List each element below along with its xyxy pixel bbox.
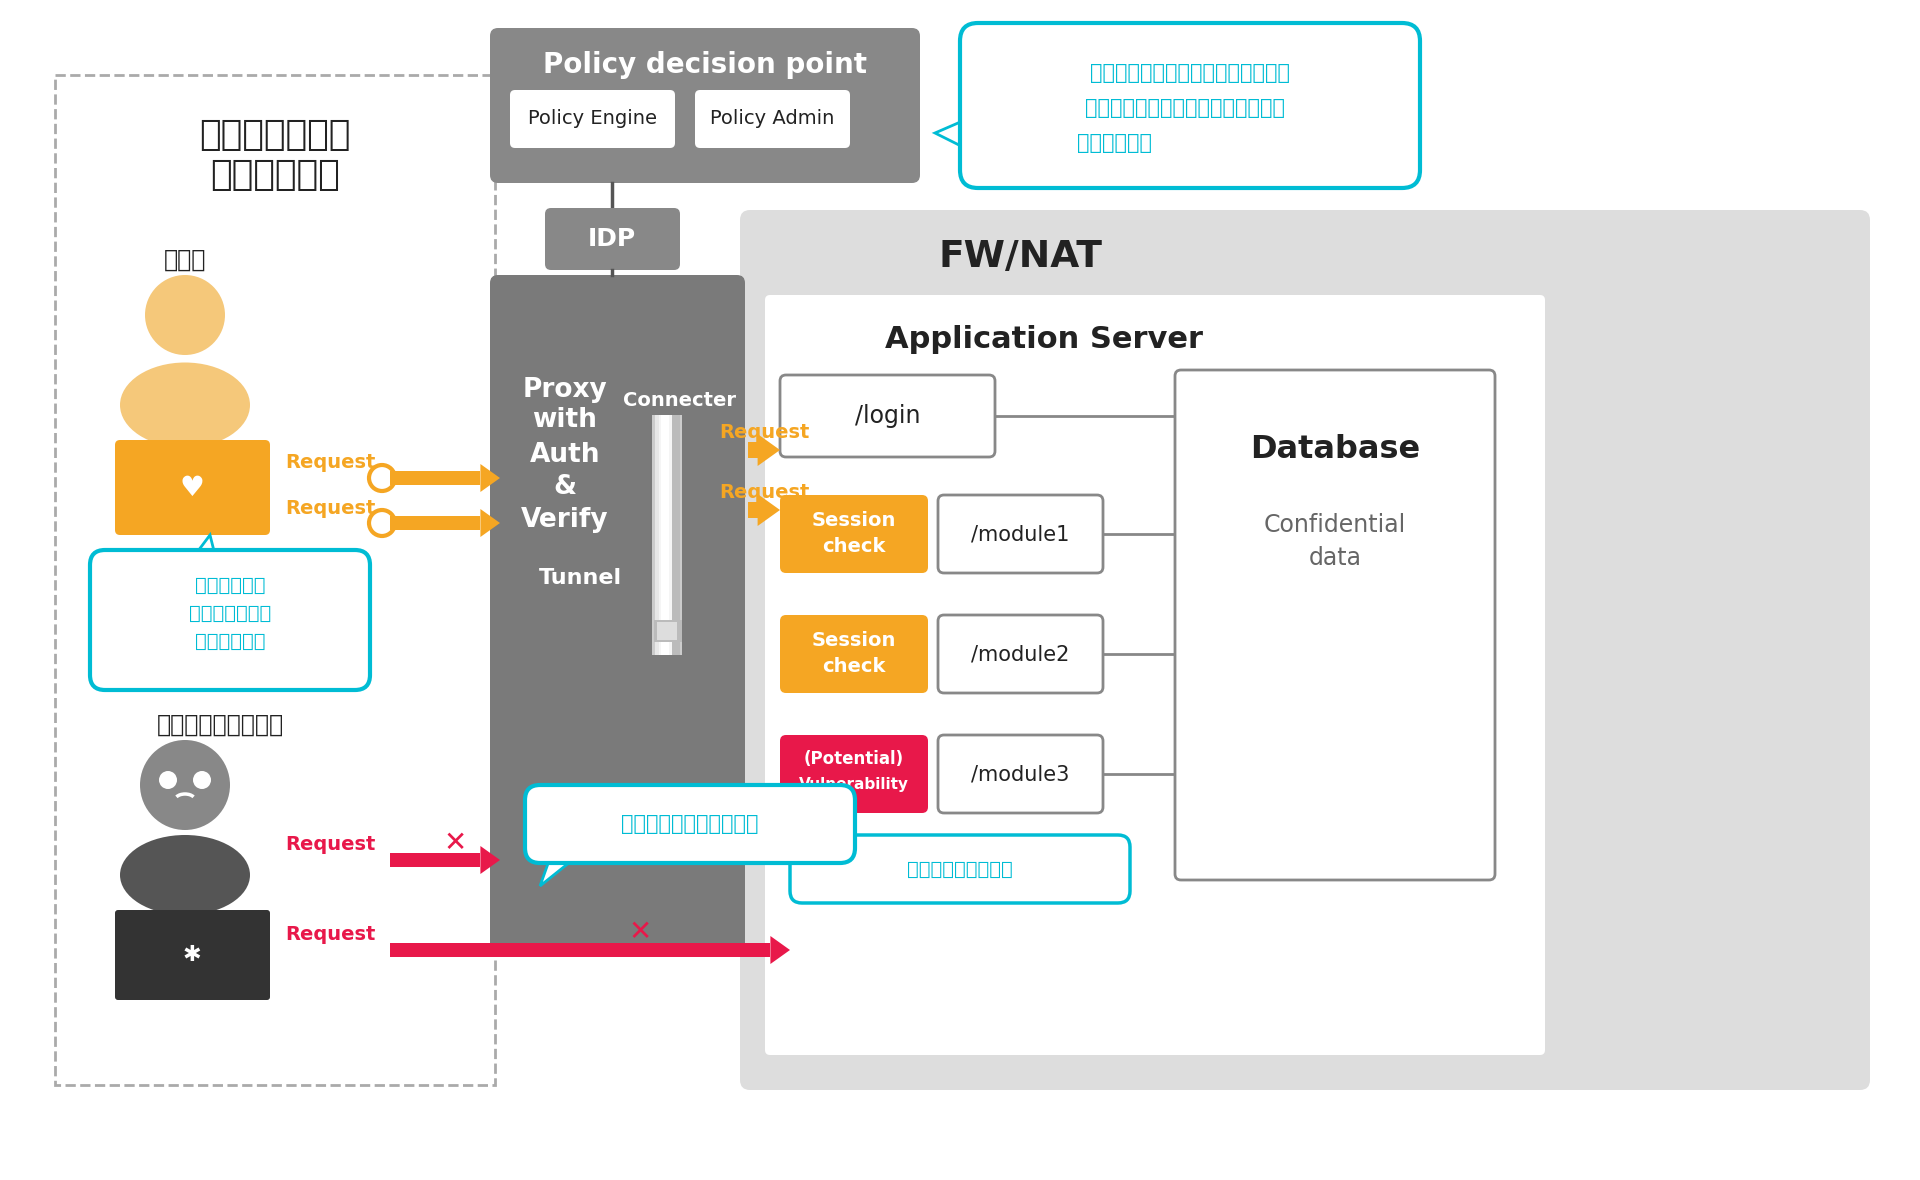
Text: Verify: Verify — [520, 507, 609, 533]
FancyBboxPatch shape — [511, 90, 676, 148]
FancyBboxPatch shape — [739, 210, 1870, 1090]
Text: Auth: Auth — [530, 442, 601, 468]
FancyBboxPatch shape — [490, 275, 745, 955]
Polygon shape — [390, 853, 480, 867]
Bar — [672, 415, 680, 655]
Text: デバイス上の: デバイス上の — [194, 576, 265, 595]
Text: Session: Session — [812, 631, 897, 650]
Ellipse shape — [119, 835, 250, 914]
Circle shape — [159, 771, 177, 789]
FancyBboxPatch shape — [960, 22, 1421, 188]
Polygon shape — [749, 442, 758, 458]
Circle shape — [140, 740, 230, 830]
Text: ネットワーク: ネットワーク — [209, 158, 340, 192]
FancyBboxPatch shape — [780, 735, 927, 813]
Text: Confidential: Confidential — [1263, 513, 1405, 537]
Polygon shape — [480, 846, 499, 874]
Polygon shape — [390, 516, 480, 530]
Text: /module2: /module2 — [972, 644, 1069, 664]
Text: check: check — [822, 538, 885, 557]
Polygon shape — [480, 509, 499, 537]
Polygon shape — [749, 502, 758, 518]
Text: Tunnel: Tunnel — [538, 568, 622, 588]
Text: Application Server: Application Server — [885, 326, 1204, 354]
Text: with: with — [532, 407, 597, 433]
Polygon shape — [196, 535, 215, 555]
Polygon shape — [770, 936, 789, 964]
Bar — [56, 76, 495, 1084]
Text: Vulnerability: Vulnerability — [799, 778, 908, 793]
FancyBboxPatch shape — [90, 550, 371, 690]
Text: Request: Request — [718, 422, 808, 441]
Text: モニタリング: モニタリング — [194, 631, 265, 650]
Text: 従業員: 従業員 — [163, 248, 205, 273]
Text: 使用されます: 使用されます — [1077, 133, 1152, 153]
Circle shape — [194, 771, 211, 789]
Text: ♥: ♥ — [180, 474, 204, 502]
FancyBboxPatch shape — [764, 295, 1546, 1055]
FancyBboxPatch shape — [490, 28, 920, 183]
Text: Request: Request — [284, 835, 376, 854]
Polygon shape — [390, 471, 480, 485]
FancyBboxPatch shape — [115, 910, 271, 999]
Text: セキュリティを: セキュリティを — [188, 603, 271, 623]
Ellipse shape — [119, 362, 250, 447]
Text: ハッカー（攻撃者）: ハッカー（攻撃者） — [156, 713, 284, 738]
FancyBboxPatch shape — [780, 494, 927, 573]
Bar — [659, 415, 676, 655]
Text: Proxy: Proxy — [522, 376, 607, 404]
Text: Policy decision point: Policy decision point — [543, 51, 868, 79]
Polygon shape — [758, 434, 780, 466]
FancyBboxPatch shape — [524, 785, 854, 863]
Text: Policy Engine: Policy Engine — [528, 110, 657, 129]
Bar — [660, 415, 668, 655]
Circle shape — [146, 275, 225, 355]
Polygon shape — [480, 464, 499, 492]
Text: 脆弱性の悪用が困難: 脆弱性の悪用が困難 — [906, 859, 1014, 878]
Polygon shape — [758, 494, 780, 526]
Text: ✕: ✕ — [628, 918, 651, 946]
FancyBboxPatch shape — [780, 615, 927, 693]
Text: (Potential): (Potential) — [804, 750, 904, 768]
Text: Policy Admin: Policy Admin — [710, 110, 833, 129]
FancyBboxPatch shape — [939, 615, 1102, 693]
Polygon shape — [935, 120, 966, 148]
Text: Request: Request — [284, 498, 376, 518]
FancyBboxPatch shape — [939, 494, 1102, 573]
FancyBboxPatch shape — [695, 90, 851, 148]
Text: FW/NAT: FW/NAT — [939, 240, 1102, 275]
Text: check: check — [822, 657, 885, 676]
Text: ✱: ✱ — [182, 945, 202, 965]
FancyBboxPatch shape — [789, 835, 1131, 903]
Text: Database: Database — [1250, 434, 1421, 465]
FancyBboxPatch shape — [780, 375, 995, 457]
Bar — [655, 620, 682, 642]
FancyBboxPatch shape — [115, 440, 271, 535]
Text: /module3: /module3 — [972, 763, 1069, 784]
Polygon shape — [390, 943, 770, 957]
Polygon shape — [540, 858, 574, 886]
Text: Request: Request — [284, 925, 376, 944]
FancyBboxPatch shape — [1175, 371, 1496, 880]
Text: /module1: /module1 — [972, 524, 1069, 544]
Wedge shape — [173, 788, 196, 800]
Text: Request: Request — [718, 483, 808, 501]
FancyBboxPatch shape — [939, 735, 1102, 813]
Text: IDP: IDP — [588, 227, 636, 251]
FancyBboxPatch shape — [545, 208, 680, 270]
Text: &: & — [553, 474, 576, 500]
Bar — [657, 622, 678, 640]
Text: Request: Request — [284, 453, 376, 472]
Text: Connecter: Connecter — [624, 391, 737, 409]
Text: 社内やその他の: 社内やその他の — [200, 118, 351, 152]
Bar — [653, 415, 682, 655]
Text: data: data — [1309, 546, 1361, 570]
Text: Session: Session — [812, 511, 897, 531]
Bar — [655, 415, 680, 655]
Text: ここで、ポリシーを改善するために: ここで、ポリシーを改善するために — [1085, 98, 1284, 118]
Text: /login: /login — [854, 404, 920, 428]
Text: 攻撃をここで食い止める: 攻撃をここで食い止める — [622, 814, 758, 834]
Text: ✕: ✕ — [444, 830, 467, 857]
Text: セキュリティに影響を与える情報は: セキュリティに影響を与える情報は — [1091, 63, 1290, 83]
